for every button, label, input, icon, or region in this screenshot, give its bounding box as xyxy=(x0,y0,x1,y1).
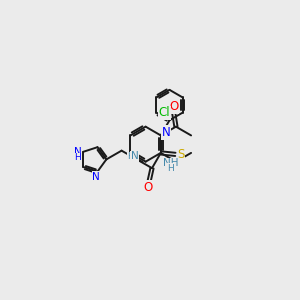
Text: NH: NH xyxy=(163,158,178,168)
Text: N: N xyxy=(92,172,100,182)
Text: O: O xyxy=(143,181,152,194)
Text: N: N xyxy=(162,126,170,139)
Text: H: H xyxy=(167,164,174,172)
Text: N: N xyxy=(74,147,82,157)
Text: H: H xyxy=(74,153,81,162)
Text: H: H xyxy=(127,152,134,161)
Text: S: S xyxy=(178,148,185,161)
Text: Cl: Cl xyxy=(159,106,170,119)
Text: O: O xyxy=(169,100,178,113)
Text: N: N xyxy=(131,152,139,161)
